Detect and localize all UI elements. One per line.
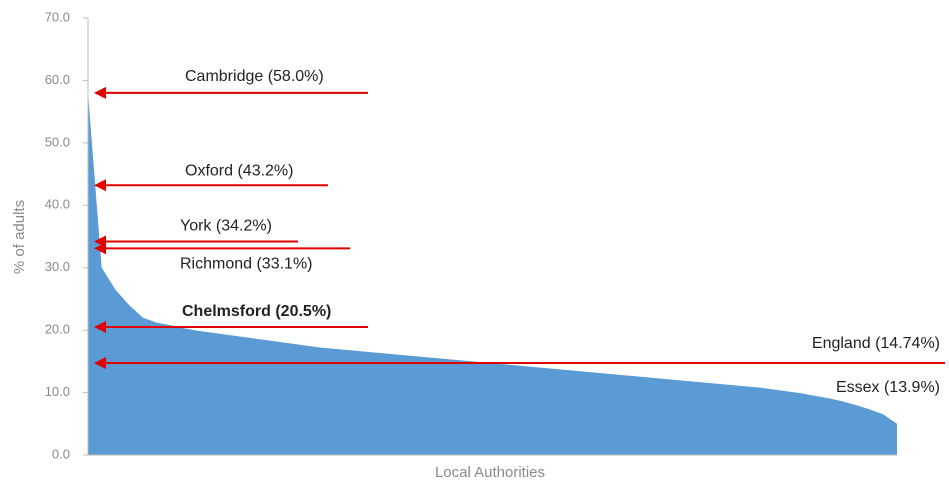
y-tick-label: 40.0	[45, 197, 70, 212]
y-axis-label: % of adults	[11, 200, 28, 274]
arrow-head	[94, 356, 106, 369]
x-axis-label: Local Authorities	[435, 464, 545, 481]
arrow-head	[94, 242, 106, 255]
annotation-label: Richmond (33.1%)	[180, 256, 313, 273]
arrow-head	[94, 179, 106, 192]
annotation-label: Chelmsford (20.5%)	[182, 303, 331, 320]
y-tick-label: 30.0	[45, 259, 70, 274]
area	[88, 92, 897, 456]
annotation-label: Essex (13.9%)	[836, 379, 940, 396]
y-tick-label: 50.0	[45, 134, 70, 149]
y-tick-label: 10.0	[45, 384, 70, 399]
y-tick-label: 0.0	[52, 446, 70, 461]
arrow-head	[94, 86, 106, 99]
annotation-label: England (14.74%)	[812, 335, 940, 352]
y-tick-label: 70.0	[45, 9, 70, 24]
annotation-label: Cambridge (58.0%)	[185, 68, 324, 85]
annotation-label: Oxford (43.2%)	[185, 163, 293, 180]
annotation-label: York (34.2%)	[180, 218, 272, 235]
arrow-head	[94, 321, 106, 334]
y-tick-label: 60.0	[45, 72, 70, 87]
y-tick-label: 20.0	[45, 322, 70, 337]
